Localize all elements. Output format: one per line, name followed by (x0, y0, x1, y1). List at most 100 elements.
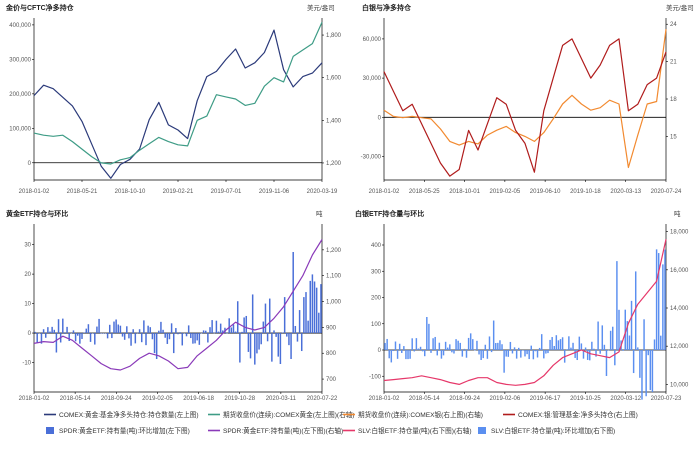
bar (607, 349, 610, 351)
bar (132, 329, 134, 334)
bar (630, 300, 633, 350)
legend-label: SLV:白银ETF:持仓量(吨):环比增加(右下图) (491, 426, 615, 435)
bar (495, 343, 497, 350)
bar (290, 333, 292, 359)
bar (463, 348, 466, 350)
y-tick-label-left: 30,000 (363, 76, 382, 82)
x-tick-label: 2018-01-02 (19, 396, 50, 402)
y-tick-label-right: 12,000 (670, 344, 689, 350)
bar (593, 348, 595, 350)
x-tick-label: 2019-10-28 (224, 396, 255, 402)
bar (72, 330, 75, 334)
bar (126, 326, 128, 334)
legend-label: SPDR:黄金ETF:持有量(吨):环比增加(左下图) (59, 426, 190, 435)
bar (472, 339, 474, 350)
bar (207, 333, 209, 343)
bar (183, 333, 186, 334)
x-tick-label: 2019-02-05 (142, 396, 173, 402)
bar (234, 331, 237, 334)
bar (482, 350, 484, 359)
x-tick-label: 2018-05-25 (409, 189, 440, 195)
y-tick-label-right: 1,200 (326, 161, 342, 167)
bar (597, 321, 599, 350)
bar (490, 350, 493, 353)
bar (572, 342, 574, 350)
bar (601, 325, 604, 350)
bar (40, 333, 43, 344)
bar (509, 341, 512, 350)
bar (586, 350, 589, 360)
x-tick-label: 2019-02-21 (163, 189, 194, 195)
bar (247, 333, 250, 352)
bar (614, 350, 616, 366)
y-tick-label-right: 1,000 (326, 300, 342, 306)
bar (166, 333, 169, 344)
bar (277, 333, 280, 357)
bar (275, 333, 277, 337)
chart-title: 黄金ETF持仓与环比 (6, 209, 68, 218)
bar (236, 301, 239, 334)
y-tick-label-left: 200,000 (9, 92, 31, 98)
legend-swatch (46, 427, 54, 434)
y-tick-label-left: 10 (24, 302, 31, 308)
bar (273, 330, 275, 334)
bar (313, 281, 316, 334)
bar (249, 333, 252, 359)
bar (55, 333, 58, 353)
bar (251, 294, 254, 334)
bar (300, 333, 303, 352)
y-tick-label-left: 400,000 (9, 23, 31, 29)
bar (662, 264, 664, 350)
right-axis-unit: 美元/盎司 (666, 3, 694, 12)
bar (657, 253, 660, 350)
y-tick-label-left: 400 (371, 243, 382, 249)
bar (507, 350, 510, 357)
y-tick-label-left: -100 (369, 374, 382, 380)
x-tick-label: 2018-01-02 (369, 396, 400, 402)
x-tick-label: 2019-10-25 (570, 396, 601, 402)
bar (111, 333, 113, 339)
x-tick-label: 2019-06-18 (183, 396, 214, 402)
bar (192, 333, 194, 344)
bar (555, 335, 558, 350)
bar (424, 350, 426, 357)
bar (584, 347, 587, 350)
bar (213, 332, 216, 334)
bar (123, 333, 126, 340)
bar (384, 342, 386, 350)
y-tick-label-left: 100,000 (9, 126, 31, 132)
bar (396, 350, 399, 359)
y-tick-label-left: 30 (24, 243, 31, 249)
bar (239, 333, 241, 363)
y-tick-label-left: 300 (371, 269, 382, 275)
y-tick-label-right: 900 (326, 325, 337, 331)
bar (503, 350, 505, 373)
bar (138, 329, 141, 334)
bar (419, 346, 422, 350)
series-line (383, 38, 667, 177)
bar (134, 333, 137, 344)
bar (453, 350, 455, 354)
bar (296, 333, 299, 342)
bar (574, 350, 576, 358)
x-tick-label: 2018-09-24 (101, 396, 132, 402)
bar (488, 336, 491, 350)
bar (486, 350, 489, 359)
y-tick-label-right: 18,000 (670, 230, 689, 236)
y-tick-label-right: 1,200 (326, 248, 342, 254)
bar (388, 350, 390, 359)
bar (100, 333, 102, 334)
bar (164, 333, 166, 338)
bar (651, 350, 654, 392)
bar (413, 350, 416, 352)
bar (128, 333, 130, 339)
bar (655, 249, 658, 350)
bar (130, 333, 132, 346)
bar (545, 350, 547, 354)
bar (501, 344, 503, 350)
chart-title: 白银ETF持仓量与环比 (355, 209, 424, 218)
bar (190, 333, 192, 339)
bar (68, 333, 70, 342)
y-tick-label-right: 21 (670, 60, 677, 66)
bar (557, 340, 560, 350)
